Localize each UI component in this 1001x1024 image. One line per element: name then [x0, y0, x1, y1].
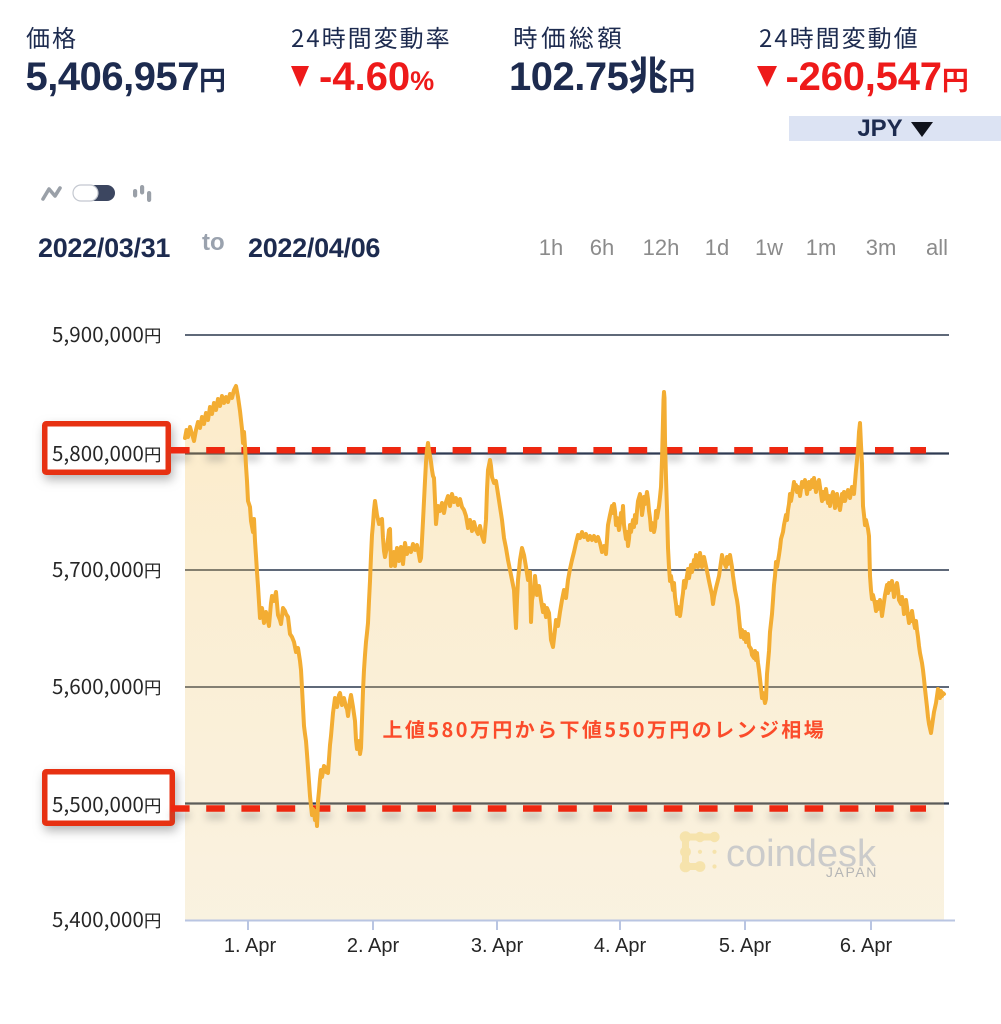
svg-text:coindesk: coindesk	[726, 833, 877, 875]
svg-text:JAPAN: JAPAN	[826, 864, 878, 880]
